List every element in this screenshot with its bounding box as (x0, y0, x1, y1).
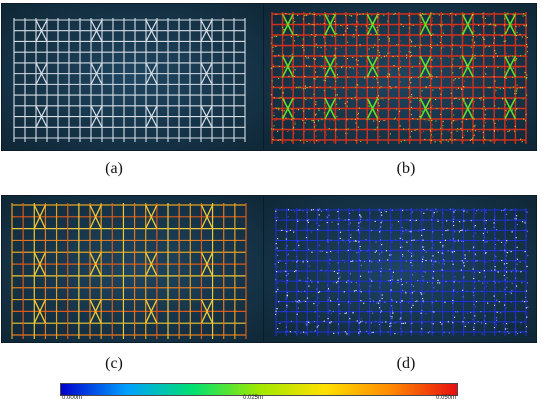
scale-mid-label: 0.025m (243, 395, 264, 401)
blue-point-cloud-panel (264, 196, 536, 342)
point-cloud-panel (264, 4, 536, 150)
scaffold-wireframe-image (2, 4, 274, 150)
deviation-map-image (2, 196, 274, 342)
caption-d: (d) (396, 355, 416, 372)
caption-c: (c) (105, 355, 123, 372)
blue-point-cloud-image (264, 196, 536, 342)
scaffold-wireframe-panel (2, 4, 274, 150)
color-scale-bar: 0.000m 0.025m 0.050m (60, 383, 458, 403)
scale-max-label: 0.050m (435, 395, 456, 401)
scale-min-label: 0.000m (62, 395, 83, 401)
caption-b: (b) (396, 160, 416, 177)
deviation-map-panel (2, 196, 274, 342)
point-cloud-image (264, 4, 536, 150)
caption-a: (a) (105, 160, 123, 177)
color-gradient (60, 383, 458, 396)
